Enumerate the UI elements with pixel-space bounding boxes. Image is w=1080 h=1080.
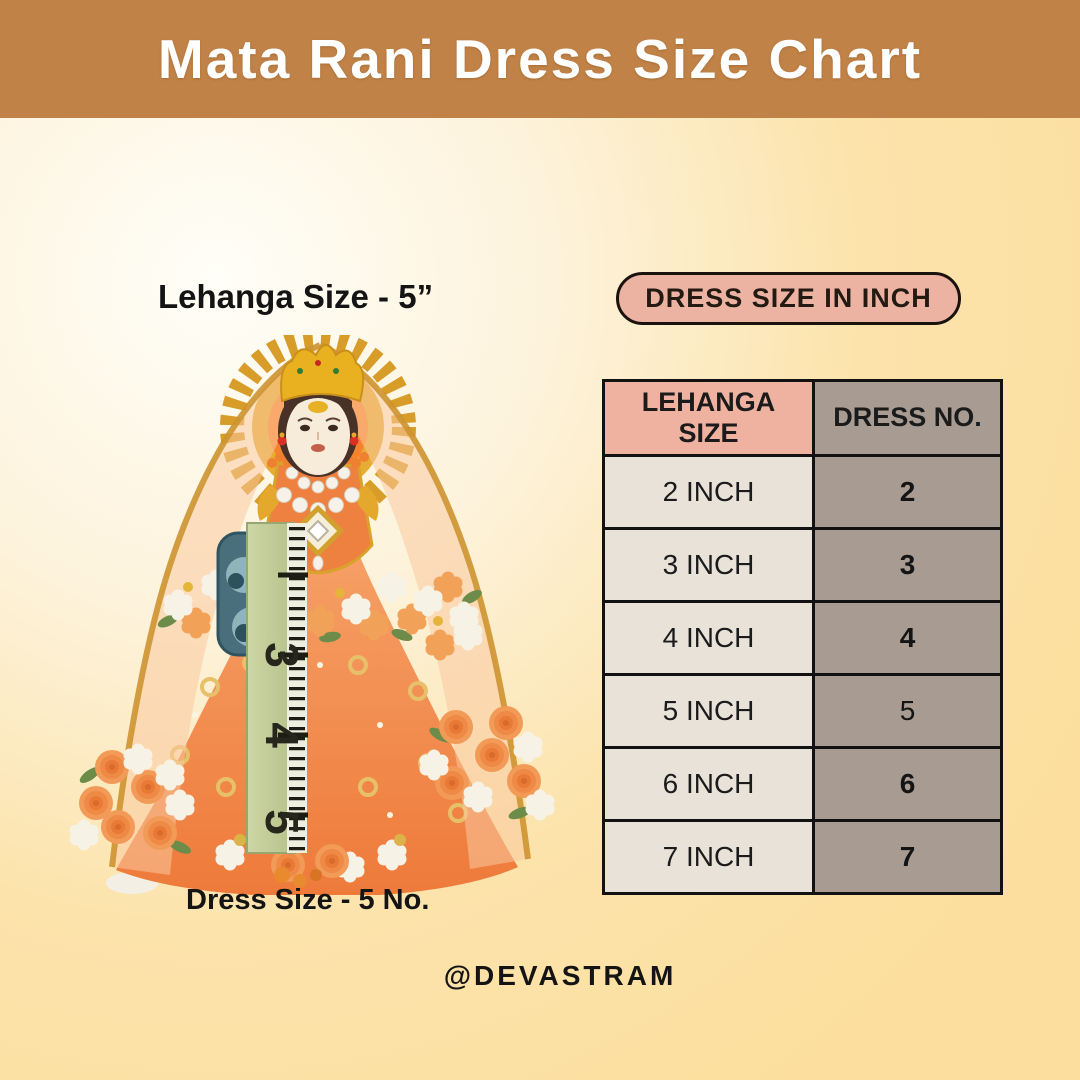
- lehanga-size-cell: 5 INCH: [602, 673, 815, 749]
- table-row: 4 INCH 4: [602, 600, 1003, 676]
- lehanga-size-cell: 4 INCH: [602, 600, 815, 676]
- hem-flowers-left: [69, 743, 195, 854]
- table-row: 6 INCH 6: [602, 746, 1003, 822]
- lehanga-size-cell: 2 INCH: [602, 454, 815, 530]
- hem-flowers-right: [419, 706, 555, 821]
- ruler-mark: 5: [256, 809, 308, 835]
- dress-no-cell: 6: [812, 746, 1003, 822]
- ruler-mark: 3: [256, 642, 308, 668]
- crown-icon: [280, 344, 365, 403]
- table-row: 5 INCH 5: [602, 673, 1003, 749]
- table-row: 3 INCH 3: [602, 527, 1003, 603]
- measuring-ruler: 3 4 5: [246, 522, 308, 854]
- hem-flowers-center: [215, 834, 407, 883]
- col-header-dress-no: DRESS NO.: [812, 379, 1003, 457]
- lehanga-size-cell: 3 INCH: [602, 527, 815, 603]
- table-row: 7 INCH 7: [602, 819, 1003, 895]
- table-header-row: LEHANGA SIZE DRESS NO.: [602, 379, 1003, 457]
- deity-face: [277, 344, 365, 477]
- ruler-mark: 4: [256, 722, 308, 748]
- dress-size-badge: DRESS SIZE IN INCH: [616, 272, 961, 325]
- hem-beads: [274, 867, 322, 888]
- table-row: 2 INCH 2: [602, 454, 1003, 530]
- dress-no-cell: 2: [812, 454, 1003, 530]
- brand-handle: @DEVASTRAM: [443, 960, 677, 991]
- dress-no-cell: 3: [812, 527, 1003, 603]
- dress-no-cell: 4: [812, 600, 1003, 676]
- col-header-lehanga-size: LEHANGA SIZE: [602, 379, 815, 457]
- lehanga-size-caption: Lehanga Size - 5”: [158, 278, 434, 315]
- dress-no-cell: 7: [812, 819, 1003, 895]
- page-title: Mata Rani Dress Size Chart: [157, 28, 923, 90]
- dress-no-cell: 5: [812, 673, 1003, 749]
- header-banner: Mata Rani Dress Size Chart: [0, 0, 1080, 118]
- deity-doll-photo: 3 4 5: [69, 335, 555, 895]
- size-chart-table: LEHANGA SIZE DRESS NO. 2 INCH 2 3 INCH 3…: [602, 379, 1003, 895]
- lehanga-size-cell: 6 INCH: [602, 746, 815, 822]
- dress-size-caption: Dress Size - 5 No.: [186, 884, 430, 916]
- lehanga-size-cell: 7 INCH: [602, 819, 815, 895]
